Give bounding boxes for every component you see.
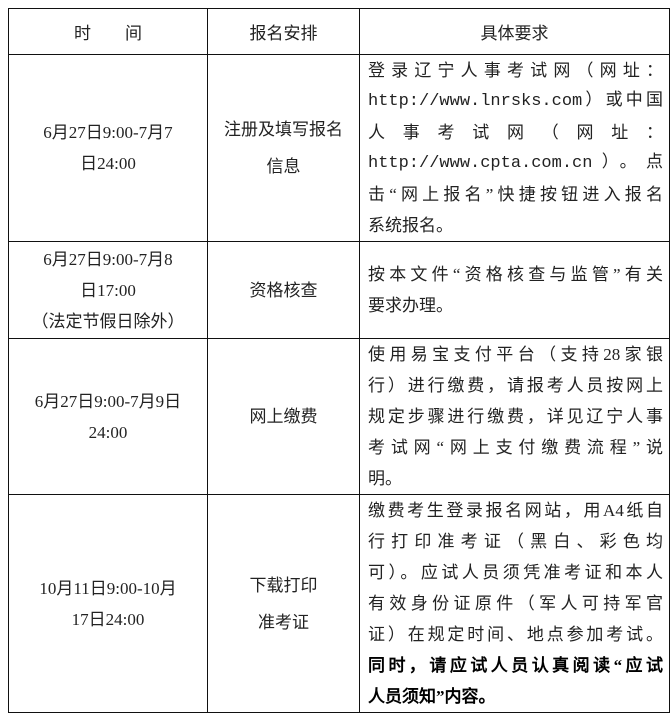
requirements-cell: 使用易宝支付平台（支持28家银 行）进行缴费，请报考人员按网上 规定步骤进行缴费，详… [359, 338, 670, 495]
table-header-row: 时 间 报名安排 具体要求 [8, 8, 670, 55]
time-cell: 6月27日9:00-7月9日 24:00 [8, 338, 208, 495]
text-line: 行）进行缴费，请报考人员按网上 [368, 376, 663, 395]
text-line: 资格核查 [249, 280, 318, 300]
registration-schedule-table: 时 间 报名安排 具体要求 6月27日9:00-7月7 日24:00 注册及填写报名… [8, 8, 670, 713]
table-row: 6月27日9:00-7月9日 24:00 网上缴费 使用易宝支付平台（支持28家银 行）… [8, 338, 670, 495]
text-line: 证）在规定时间、地点参加考试。 [368, 625, 663, 644]
header-requirements: 具体要求 [359, 8, 670, 55]
time-cell: 10月11日9:00-10月 17日24:00 [8, 494, 208, 713]
text-line: 有效身份证原件（军人可持军官 [368, 594, 663, 613]
text-line: 击“网上报名”快捷按钮进入报名 [368, 185, 663, 204]
text-line: 准考证 [258, 612, 309, 632]
table-row: 10月11日9:00-10月 17日24:00 下载打印 准考证 缴费考生登录报名网站，… [8, 494, 670, 713]
arrangement-cell: 下载打印 准考证 [207, 494, 360, 713]
arrangement-cell: 网上缴费 [207, 338, 360, 495]
requirements-cell: 登录辽宁人事考试网（网址： http://www.lnrsks.com）或中国人 … [359, 54, 670, 242]
text-line: 规定步骤进行缴费，详见辽宁人事 [368, 407, 663, 426]
text-line: 按本文件“资格核查与监管”有关 [368, 265, 663, 284]
arrangement-cell: 注册及填写报名 信息 [207, 54, 360, 242]
text-line: 系统报名。 [368, 216, 453, 235]
text-line: 10月11日9:00-10月 [39, 578, 177, 598]
text-line: 同时，请应试人员认真阅读“应试 [368, 656, 663, 675]
text-line: 日17:00 [80, 280, 136, 300]
text-line: 考试网“网上支付缴费流程”说 [368, 438, 663, 457]
time-cell: 6月27日9:00-7月7 日24:00 [8, 54, 208, 242]
arrangement-cell: 资格核查 [207, 241, 360, 339]
text-line: 信息 [266, 157, 301, 176]
table-row: 6月27日9:00-7月7 日24:00 注册及填写报名 信息 登录辽宁人事考试网（网址… [8, 54, 670, 242]
text-line: 可）。应试人员须凭准考证和本人 [368, 563, 663, 582]
header-arrangement: 报名安排 [207, 8, 360, 55]
text-line: 明。 [368, 469, 402, 488]
text-line: 24:00 [88, 422, 128, 442]
text-line: 下载打印 [249, 575, 318, 595]
text-line: 网上缴费 [249, 407, 318, 426]
text-line: 注册及填写报名 [224, 120, 343, 139]
text-line: 缴费考生登录报名网站，用A4纸自 [368, 501, 663, 520]
time-cell: 6月27日9:00-7月8 日17:00 （法定节假日除外） [8, 241, 208, 339]
requirements-cell: 按本文件“资格核查与监管”有关 要求办理。 [359, 241, 670, 339]
text-line: 17日24:00 [71, 609, 145, 629]
header-time: 时 间 [8, 8, 208, 55]
table-row: 6月27日9:00-7月8 日17:00 （法定节假日除外） 资格核查 按本文件“资格核… [8, 241, 670, 339]
text-line: 日24:00 [80, 154, 136, 173]
text-line: （法定节假日除外） [31, 311, 185, 331]
text-line: 人 事 考 试 网 （ 网 址 ： [368, 123, 663, 142]
text-line: 人员须知”内容。 [368, 687, 496, 706]
text-line: http://www.lnrsks.com）或中国 [368, 92, 663, 111]
text-line: http://www.cpta.com.cn）。点 [368, 154, 663, 173]
text-line: 要求办理。 [368, 296, 453, 315]
text-line: 6月27日9:00-7月8 [43, 249, 173, 269]
text-line: 行打印准考证（黑白、彩色均 [368, 532, 663, 551]
text-line: 登录辽宁人事考试网（网址： [368, 61, 663, 80]
text-line: 使用易宝支付平台（支持28家银 [368, 345, 663, 364]
requirements-cell: 缴费考生登录报名网站，用A4纸自 行打印准考证（黑白、彩色均 可）。应试人员须凭准考… [359, 494, 670, 713]
text-line: 6月27日9:00-7月7 [43, 123, 173, 142]
text-line: 6月27日9:00-7月9日 [34, 391, 182, 411]
